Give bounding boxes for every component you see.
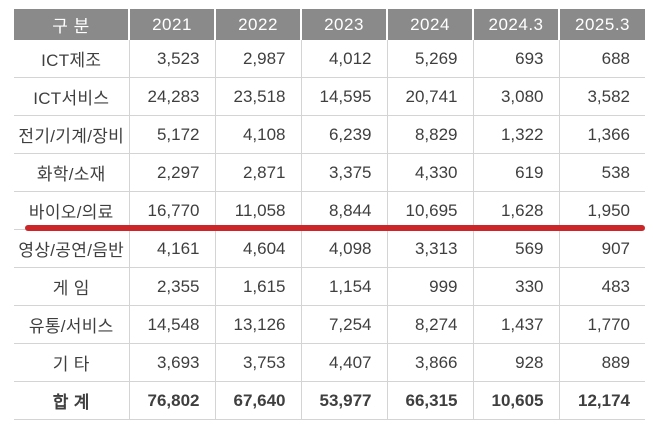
- value-cell: 10,605: [472, 381, 559, 420]
- table-row: 전기/기계/장비 5,172 4,108 6,239 8,829 1,322 1,366: [14, 115, 645, 154]
- value-cell: 4,012: [300, 40, 387, 78]
- value-cell: 1,366: [558, 115, 645, 154]
- row-label: 화학/소재: [14, 153, 129, 192]
- value-cell: 12,174: [558, 381, 645, 420]
- value-cell: 13,126: [214, 305, 301, 344]
- value-cell: 8,274: [386, 305, 473, 344]
- table-row: ICT제조 3,523 2,987 4,012 5,269 693 688: [14, 40, 645, 78]
- value-cell: 4,098: [300, 229, 387, 268]
- header-row: 구 분 2021 2022 2023 2024 2024.3 2025.3: [14, 9, 645, 40]
- value-cell: 16,770: [128, 191, 215, 230]
- value-cell: 3,375: [300, 153, 387, 192]
- column-header: 2022: [214, 9, 301, 40]
- row-label: ICT서비스: [14, 77, 129, 116]
- highlight-underline: [25, 225, 645, 231]
- value-cell: 2,987: [214, 40, 301, 78]
- row-label: 영상/공연/음반: [14, 229, 129, 268]
- value-cell: 4,161: [128, 229, 215, 268]
- value-cell: 928: [472, 343, 559, 382]
- value-cell: 3,080: [472, 77, 559, 116]
- value-cell: 1,437: [472, 305, 559, 344]
- row-label: 게 임: [14, 267, 129, 306]
- table-row: 게 임 2,355 1,615 1,154 999 330 483: [14, 267, 645, 306]
- category-year-table: 구 분 2021 2022 2023 2024 2024.3 2025.3 ICT제조 3,5…: [14, 9, 645, 420]
- table-row: 유통/서비스 14,548 13,126 7,254 8,274 1,437 1,770: [14, 305, 645, 344]
- value-cell: 538: [558, 153, 645, 192]
- table-row: ICT서비스 24,283 23,518 14,595 20,741 3,080 3,582: [14, 77, 645, 116]
- highlighted-row: 바이오/의료 16,770 11,058 8,844 10,695 1,628 1,950: [14, 191, 645, 230]
- column-header: 2021: [128, 9, 215, 40]
- corner-header: 구 분: [14, 9, 129, 40]
- value-cell: 6,239: [300, 115, 387, 154]
- value-cell: 67,640: [214, 381, 301, 420]
- value-cell: 5,269: [386, 40, 473, 78]
- value-cell: 569: [472, 229, 559, 268]
- value-cell: 3,313: [386, 229, 473, 268]
- row-label: 유통/서비스: [14, 305, 129, 344]
- value-cell: 11,058: [214, 191, 301, 230]
- value-cell: 889: [558, 343, 645, 382]
- table-header: 구 분 2021 2022 2023 2024 2024.3 2025.3: [14, 9, 645, 40]
- value-cell: 3,693: [128, 343, 215, 382]
- value-cell: 8,829: [386, 115, 473, 154]
- value-cell: 76,802: [128, 381, 215, 420]
- column-header: 2024: [386, 9, 473, 40]
- table-row: 기 타 3,693 3,753 4,407 3,866 928 889: [14, 343, 645, 382]
- value-cell: 2,871: [214, 153, 301, 192]
- value-cell: 20,741: [386, 77, 473, 116]
- value-cell: 4,407: [300, 343, 387, 382]
- row-label: ICT제조: [14, 40, 129, 78]
- row-label: 기 타: [14, 343, 129, 382]
- column-header: 2023: [300, 9, 387, 40]
- total-row: 합 계 76,802 67,640 53,977 66,315 10,605 12,174: [14, 381, 645, 420]
- value-cell: 999: [386, 267, 473, 306]
- value-cell: 3,523: [128, 40, 215, 78]
- table-body: ICT제조 3,523 2,987 4,012 5,269 693 688 ICT서비스 24,…: [14, 40, 645, 420]
- value-cell: 1,628: [472, 191, 559, 230]
- column-header: 2025.3: [558, 9, 645, 40]
- value-cell: 3,866: [386, 343, 473, 382]
- value-cell: 907: [558, 229, 645, 268]
- value-cell: 2,355: [128, 267, 215, 306]
- value-cell: 4,330: [386, 153, 473, 192]
- value-cell: 14,595: [300, 77, 387, 116]
- value-cell: 5,172: [128, 115, 215, 154]
- value-cell: 693: [472, 40, 559, 78]
- column-header: 2024.3: [472, 9, 559, 40]
- table-row: 영상/공연/음반 4,161 4,604 4,098 3,313 569 907: [14, 229, 645, 268]
- value-cell: 2,297: [128, 153, 215, 192]
- value-cell: 66,315: [386, 381, 473, 420]
- value-cell: 330: [472, 267, 559, 306]
- value-cell: 1,322: [472, 115, 559, 154]
- row-label: 바이오/의료: [14, 191, 129, 230]
- value-cell: 483: [558, 267, 645, 306]
- value-cell: 53,977: [300, 381, 387, 420]
- value-cell: 7,254: [300, 305, 387, 344]
- value-cell: 619: [472, 153, 559, 192]
- value-cell: 4,604: [214, 229, 301, 268]
- value-cell: 1,615: [214, 267, 301, 306]
- row-label: 전기/기계/장비: [14, 115, 129, 154]
- value-cell: 1,770: [558, 305, 645, 344]
- value-cell: 1,950: [558, 191, 645, 230]
- value-cell: 10,695: [386, 191, 473, 230]
- row-label: 합 계: [14, 381, 129, 420]
- value-cell: 14,548: [128, 305, 215, 344]
- value-cell: 4,108: [214, 115, 301, 154]
- value-cell: 24,283: [128, 77, 215, 116]
- value-cell: 3,753: [214, 343, 301, 382]
- data-table-wrapper: 구 분 2021 2022 2023 2024 2024.3 2025.3 ICT제조 3,5…: [14, 9, 645, 420]
- value-cell: 688: [558, 40, 645, 78]
- table-row: 화학/소재 2,297 2,871 3,375 4,330 619 538: [14, 153, 645, 192]
- value-cell: 8,844: [300, 191, 387, 230]
- value-cell: 23,518: [214, 77, 301, 116]
- value-cell: 1,154: [300, 267, 387, 306]
- value-cell: 3,582: [558, 77, 645, 116]
